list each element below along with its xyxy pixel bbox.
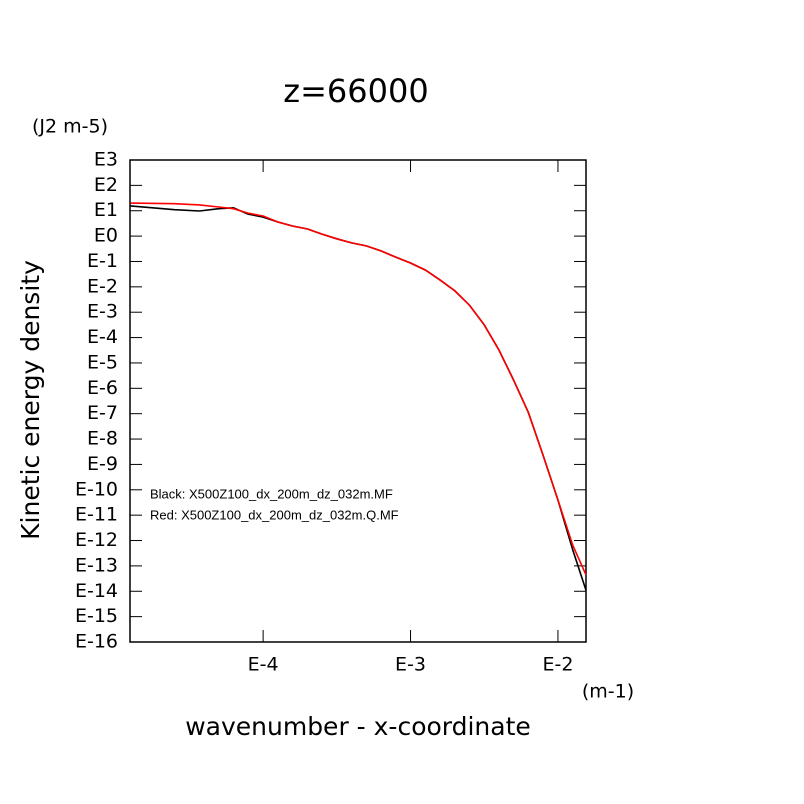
plot-frame: [129, 159, 587, 643]
annotation: Black: X500Z100_dx_200m_dz_032m.MF: [150, 486, 393, 501]
y-tick-label: E-15: [75, 605, 118, 627]
y-tick-label: E-16: [75, 631, 118, 653]
y-tick-label: E-5: [87, 351, 118, 373]
x-tick-label: E-3: [395, 654, 426, 676]
y-tick-label: E-12: [75, 529, 118, 551]
y-tick-label: E1: [94, 199, 118, 221]
series-line: [130, 205, 587, 591]
y-tick-label: E-14: [75, 580, 118, 602]
y-tick-label: E-2: [87, 275, 118, 297]
y-axis-label: Kinetic energy density: [16, 260, 45, 540]
y-unit: (J2 m-5): [32, 116, 108, 138]
y-tick-label: E-7: [87, 402, 118, 424]
y-tick-label: E-8: [87, 428, 118, 450]
y-tick-label: E-11: [75, 504, 118, 526]
y-tick-label: E-4: [87, 326, 118, 348]
x-tick-label: E-2: [542, 654, 573, 676]
x-tick-label: E-4: [248, 654, 279, 676]
y-tick-label: E0: [94, 225, 118, 247]
y-tick-label: E-1: [87, 250, 118, 272]
chart-title: z=66000: [283, 72, 428, 110]
annotation: Red: X500Z100_dx_200m_dz_032m.Q.MF: [150, 507, 399, 522]
y-tick-label: E-10: [75, 478, 118, 500]
y-tick-label: E-6: [87, 377, 118, 399]
y-tick-label: E-9: [87, 453, 118, 475]
y-tick-label: E-3: [87, 301, 118, 323]
y-tick-label: E-13: [75, 554, 118, 576]
x-unit: (m-1): [582, 681, 634, 703]
x-axis-label: wavenumber - x-coordinate: [185, 712, 531, 741]
y-tick-label: E3: [94, 149, 118, 171]
y-tick-label: E2: [94, 174, 118, 196]
series-line: [130, 202, 587, 576]
